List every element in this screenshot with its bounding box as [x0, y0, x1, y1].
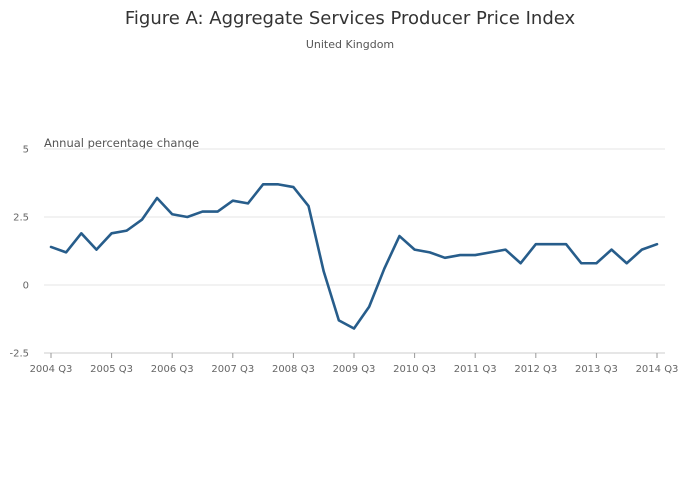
y-tick-label: 2.5 [13, 213, 29, 224]
x-tick-label: 2013 Q3 [575, 364, 618, 375]
y-tick-label: 0 [23, 281, 29, 292]
chart-subtitle: United Kingdom [306, 38, 394, 51]
y-tick-label: -2.5 [9, 349, 29, 360]
x-tick-label: 2011 Q3 [454, 364, 497, 375]
series-layer [49, 183, 659, 330]
x-tick-label: 2014 Q3 [636, 364, 679, 375]
x-tick-label: 2007 Q3 [211, 364, 254, 375]
x-tick-label: 2006 Q3 [151, 364, 194, 375]
x-tick-label: 2010 Q3 [393, 364, 436, 375]
x-tick-label: 2009 Q3 [333, 364, 376, 375]
x-tick-label: 2004 Q3 [30, 364, 73, 375]
x-tick-label: 2012 Q3 [514, 364, 557, 375]
y-tick-label: 5 [23, 145, 29, 156]
series-line [49, 183, 659, 330]
x-tick-label: 2008 Q3 [272, 364, 315, 375]
x-tick-label: 2005 Q3 [90, 364, 133, 375]
chart-title: Figure A: Aggregate Services Producer Pr… [125, 8, 576, 29]
y-axis-label: Annual percentage change [44, 136, 199, 150]
